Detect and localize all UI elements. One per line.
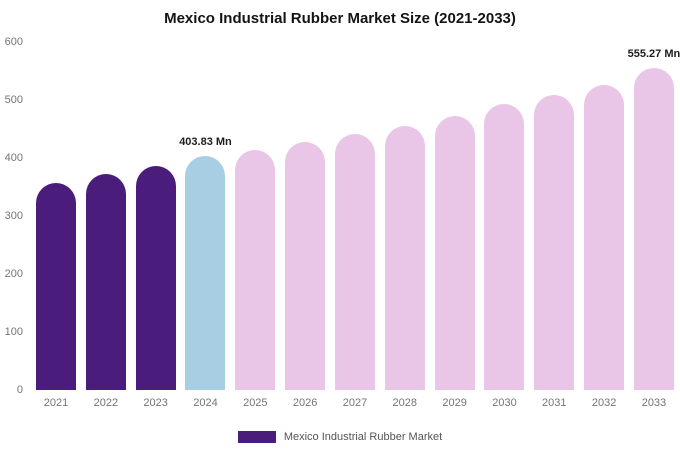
bar-column-2028: 2028 xyxy=(384,42,425,409)
chart-title: Mexico Industrial Rubber Market Size (20… xyxy=(164,10,516,27)
y-tick-label: 0 xyxy=(16,384,23,396)
bar-2026 xyxy=(285,141,326,390)
y-tick-label: 600 xyxy=(4,36,23,48)
x-tick-label: 2024 xyxy=(193,397,218,409)
y-tick-label: 400 xyxy=(4,152,23,164)
y-tick-label: 500 xyxy=(4,94,23,106)
y-axis: 0 100 200 300 400 500 600 xyxy=(0,36,26,396)
bar-2022 xyxy=(85,174,126,390)
bar-2023 xyxy=(135,165,176,390)
y-tick-label: 300 xyxy=(4,210,23,222)
x-tick-label: 2033 xyxy=(641,397,667,409)
bar-column-2026: 2026 xyxy=(285,42,326,409)
bar-value-label: 403.83 Mn xyxy=(179,135,232,148)
bar-value-label: 555.27 Mn xyxy=(627,47,680,60)
bar-2021 xyxy=(36,182,76,390)
bar-2032 xyxy=(584,84,625,390)
bar-column-2033: 2033 555.27 Mn xyxy=(628,42,680,409)
legend-swatch xyxy=(237,431,276,443)
bar-column-2022: 2022 xyxy=(85,42,126,409)
bar-2029 xyxy=(434,116,475,390)
bar-2028 xyxy=(384,126,425,390)
x-tick-label: 2028 xyxy=(392,397,418,409)
bar-column-2027: 2027 xyxy=(334,42,375,409)
bar-column-2024: 2024 403.83 Mn xyxy=(179,42,232,409)
plot-area: 2021 2022 2023 2024 403.83 Mn 2025 2026 2027 202… xyxy=(32,42,680,409)
bar-2027 xyxy=(334,134,375,390)
x-tick-label: 2021 xyxy=(43,397,69,409)
x-tick-label: 2023 xyxy=(143,397,168,409)
bar-column-2025: 2025 xyxy=(235,42,276,409)
x-tick-label: 2029 xyxy=(442,397,467,409)
bar-2024 xyxy=(185,155,226,390)
legend-label: Mexico Industrial Rubber Market xyxy=(283,431,443,443)
x-tick-label: 2022 xyxy=(93,397,119,409)
y-tick-label: 200 xyxy=(4,268,23,280)
x-tick-label: 2026 xyxy=(292,397,318,409)
bar-column-2032: 2032 xyxy=(584,42,625,409)
bar-2025 xyxy=(235,149,276,390)
bar-column-2030: 2030 xyxy=(484,42,525,409)
x-tick-label: 2030 xyxy=(492,397,517,409)
x-tick-label: 2027 xyxy=(342,397,368,409)
legend: Mexico Industrial Rubber Market xyxy=(0,431,680,443)
bar-2031 xyxy=(534,94,575,390)
bar-2030 xyxy=(484,104,525,390)
bar-column-2023: 2023 xyxy=(135,42,176,409)
y-tick-label: 100 xyxy=(4,326,23,338)
bar-2033 xyxy=(633,67,674,390)
x-tick-label: 2031 xyxy=(542,397,567,409)
bar-column-2031: 2031 xyxy=(534,42,575,409)
bar-column-2021: 2021 xyxy=(36,42,76,409)
bar-column-2029: 2029 xyxy=(434,42,475,409)
x-tick-label: 2025 xyxy=(243,397,268,409)
x-tick-label: 2032 xyxy=(591,397,617,409)
